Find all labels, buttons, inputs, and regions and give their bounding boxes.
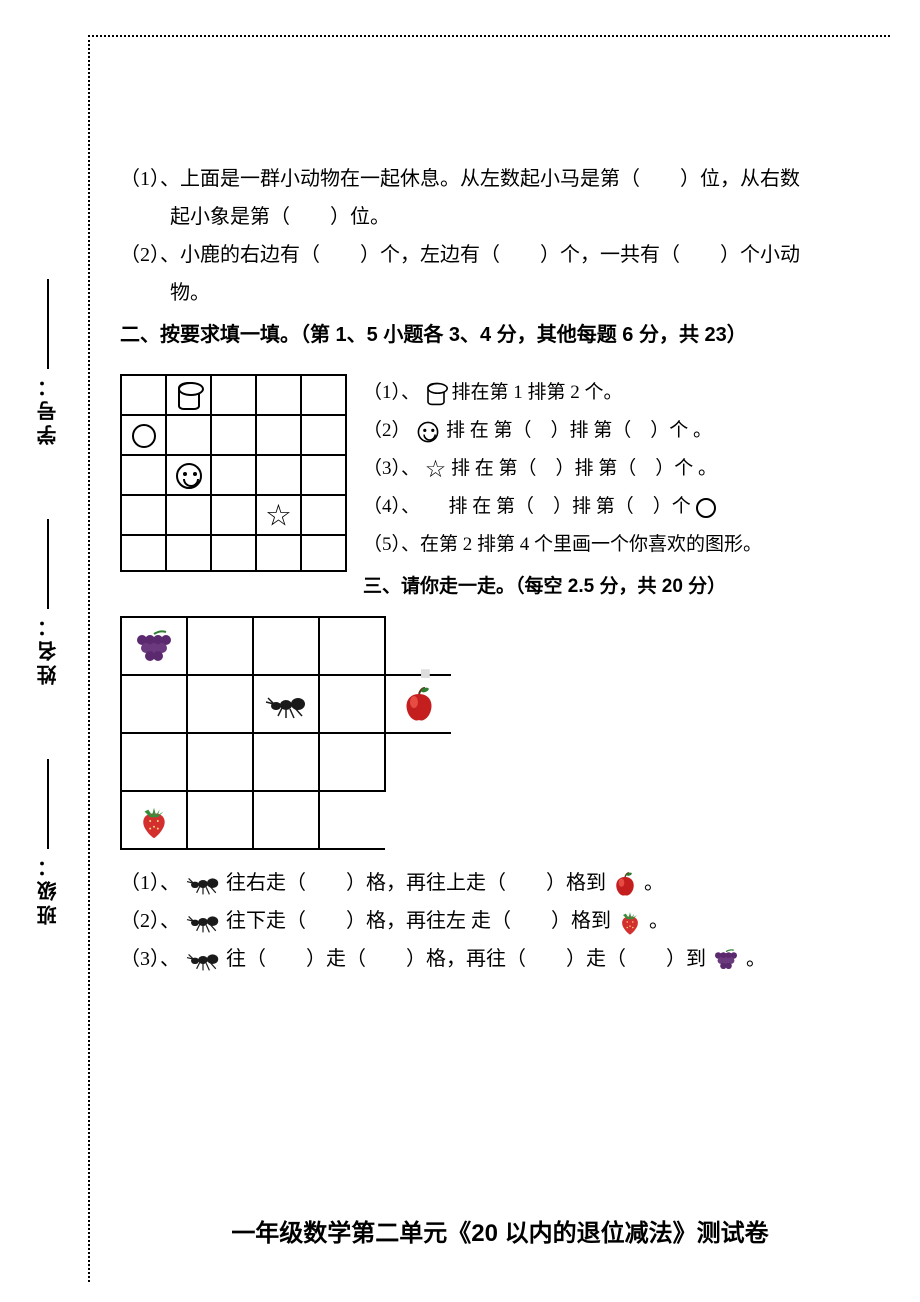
strawberry-icon	[616, 908, 644, 936]
star-icon: ☆	[265, 499, 292, 532]
sec3-q2b: 往下走（ ）格，再往左 走（ ）格到	[226, 910, 611, 932]
sidebar-name-label: 姓名：	[34, 613, 63, 685]
sec3-q1c: 。	[644, 872, 664, 894]
sec3-q3a: （3）、	[120, 948, 180, 970]
circle-icon	[696, 498, 716, 518]
sec2-q1a: （1）、	[363, 382, 420, 403]
sec2-q1b: 排在第 1 排第 2 个。	[452, 382, 623, 403]
sec2-row: ☆ （1）、 排在第 1 排第 2 个。 （2） 排 在 第（ ）排 第（ ）个…	[120, 374, 880, 606]
q1-line1a: （1）、上面是一群小动物在一起休息。从左数起小马是第（ ）位，从右数	[120, 160, 880, 198]
content: （1）、上面是一群小动物在一起休息。从左数起小马是第（ ）位，从右数 起小象是第…	[120, 160, 880, 978]
q1-line2b: 物。	[120, 274, 880, 312]
sidebar-class: 班级：	[34, 755, 63, 925]
sec3-q2a: （2）、	[120, 910, 180, 932]
sec3-q3c: 。	[746, 948, 766, 970]
smile-icon	[418, 421, 439, 442]
sec2-questions: （1）、 排在第 1 排第 2 个。 （2） 排 在 第（ ）排 第（ ）个 。…	[363, 374, 762, 606]
walk-grid	[120, 616, 451, 850]
sec2-q3a: （3）、	[363, 458, 420, 479]
sidebar-id-label: 学号：	[34, 373, 63, 445]
sec2-q4: （4）、 排 在 第（ ）排 第（ ）个	[363, 488, 762, 526]
circle-icon	[132, 424, 156, 448]
grapes-icon	[132, 630, 176, 664]
cylinder-icon	[178, 382, 200, 410]
dotted-border-top	[88, 35, 890, 37]
sec2-q3: （3）、 ☆ 排 在 第（ ）排 第（ ）个 。	[363, 450, 762, 488]
sec3-q1: （1）、 往右走（ ）格，再往上走（ ）格到 。	[120, 864, 880, 902]
ant-icon	[264, 690, 308, 720]
footer-title: 一年级数学第二单元《20 以内的退位减法》测试卷	[120, 1213, 880, 1248]
sec2-heading: 二、按要求填一填。（第 1、5 小题各 3、4 分，其他每题 6 分，共 23）	[120, 316, 880, 354]
strawberry-icon	[134, 802, 174, 840]
sidebar-line	[47, 519, 49, 609]
sec3-q1a: （1）、	[120, 872, 180, 894]
sec3-q2c: 。	[649, 910, 669, 932]
sidebar-name: 姓名：	[34, 515, 63, 685]
smile-icon	[176, 463, 202, 489]
ant-icon	[185, 948, 221, 972]
sec3-q1b: 往右走（ ）格，再往上走（ ）格到	[226, 872, 606, 894]
sec3-q3b: 往（ ）走（ ）格，再往（ ）走（ ）到	[226, 948, 706, 970]
sec3-heading: 三、请你走一走。（每空 2.5 分，共 20 分）	[363, 568, 762, 606]
q1-line2a: （2）、小鹿的右边有（ ）个，左边有（ ）个，一共有（ ）个小动	[120, 236, 880, 274]
star-icon: ☆	[425, 458, 447, 482]
ant-icon	[185, 910, 221, 934]
sec2-q2: （2） 排 在 第（ ）排 第（ ）个 。	[363, 412, 762, 450]
q1-line1b: 起小象是第（ ）位。	[120, 198, 880, 236]
apple-icon	[611, 870, 639, 898]
sec2-q3b: 排 在 第（ ）排 第（ ）个 。	[451, 458, 717, 479]
sec3-q3: （3）、 往（ ）走（ ）格，再往（ ）走（ ）到 。	[120, 940, 880, 978]
apple-icon	[399, 684, 439, 724]
sec3-q2: （2）、 往下走（ ）格，再往左 走（ ）格到 。	[120, 902, 880, 940]
sec2-q1: （1）、 排在第 1 排第 2 个。	[363, 374, 762, 412]
sec2-q5: （5）、在第 2 排第 4 个里画一个你喜欢的图形。	[363, 526, 762, 564]
sec2-q2a: （2）	[363, 420, 411, 441]
sidebar-class-label: 班级：	[34, 853, 63, 925]
ant-icon	[185, 872, 221, 896]
sidebar-line	[47, 759, 49, 849]
sec2-q4a: （4）、 排 在 第（ ）排 第（ ）个	[363, 496, 691, 517]
sec2-q2b: 排 在 第（ ）排 第（ ）个 。	[446, 420, 712, 441]
dotted-border-left	[88, 35, 90, 1282]
sidebar-id: 学号：	[34, 275, 63, 445]
cylinder-icon	[427, 382, 445, 404]
sidebar-line	[47, 279, 49, 369]
grapes-icon	[711, 949, 741, 971]
sidebar: 学号： 姓名： 班级：	[18, 240, 78, 960]
shapes-grid: ☆	[120, 374, 347, 572]
